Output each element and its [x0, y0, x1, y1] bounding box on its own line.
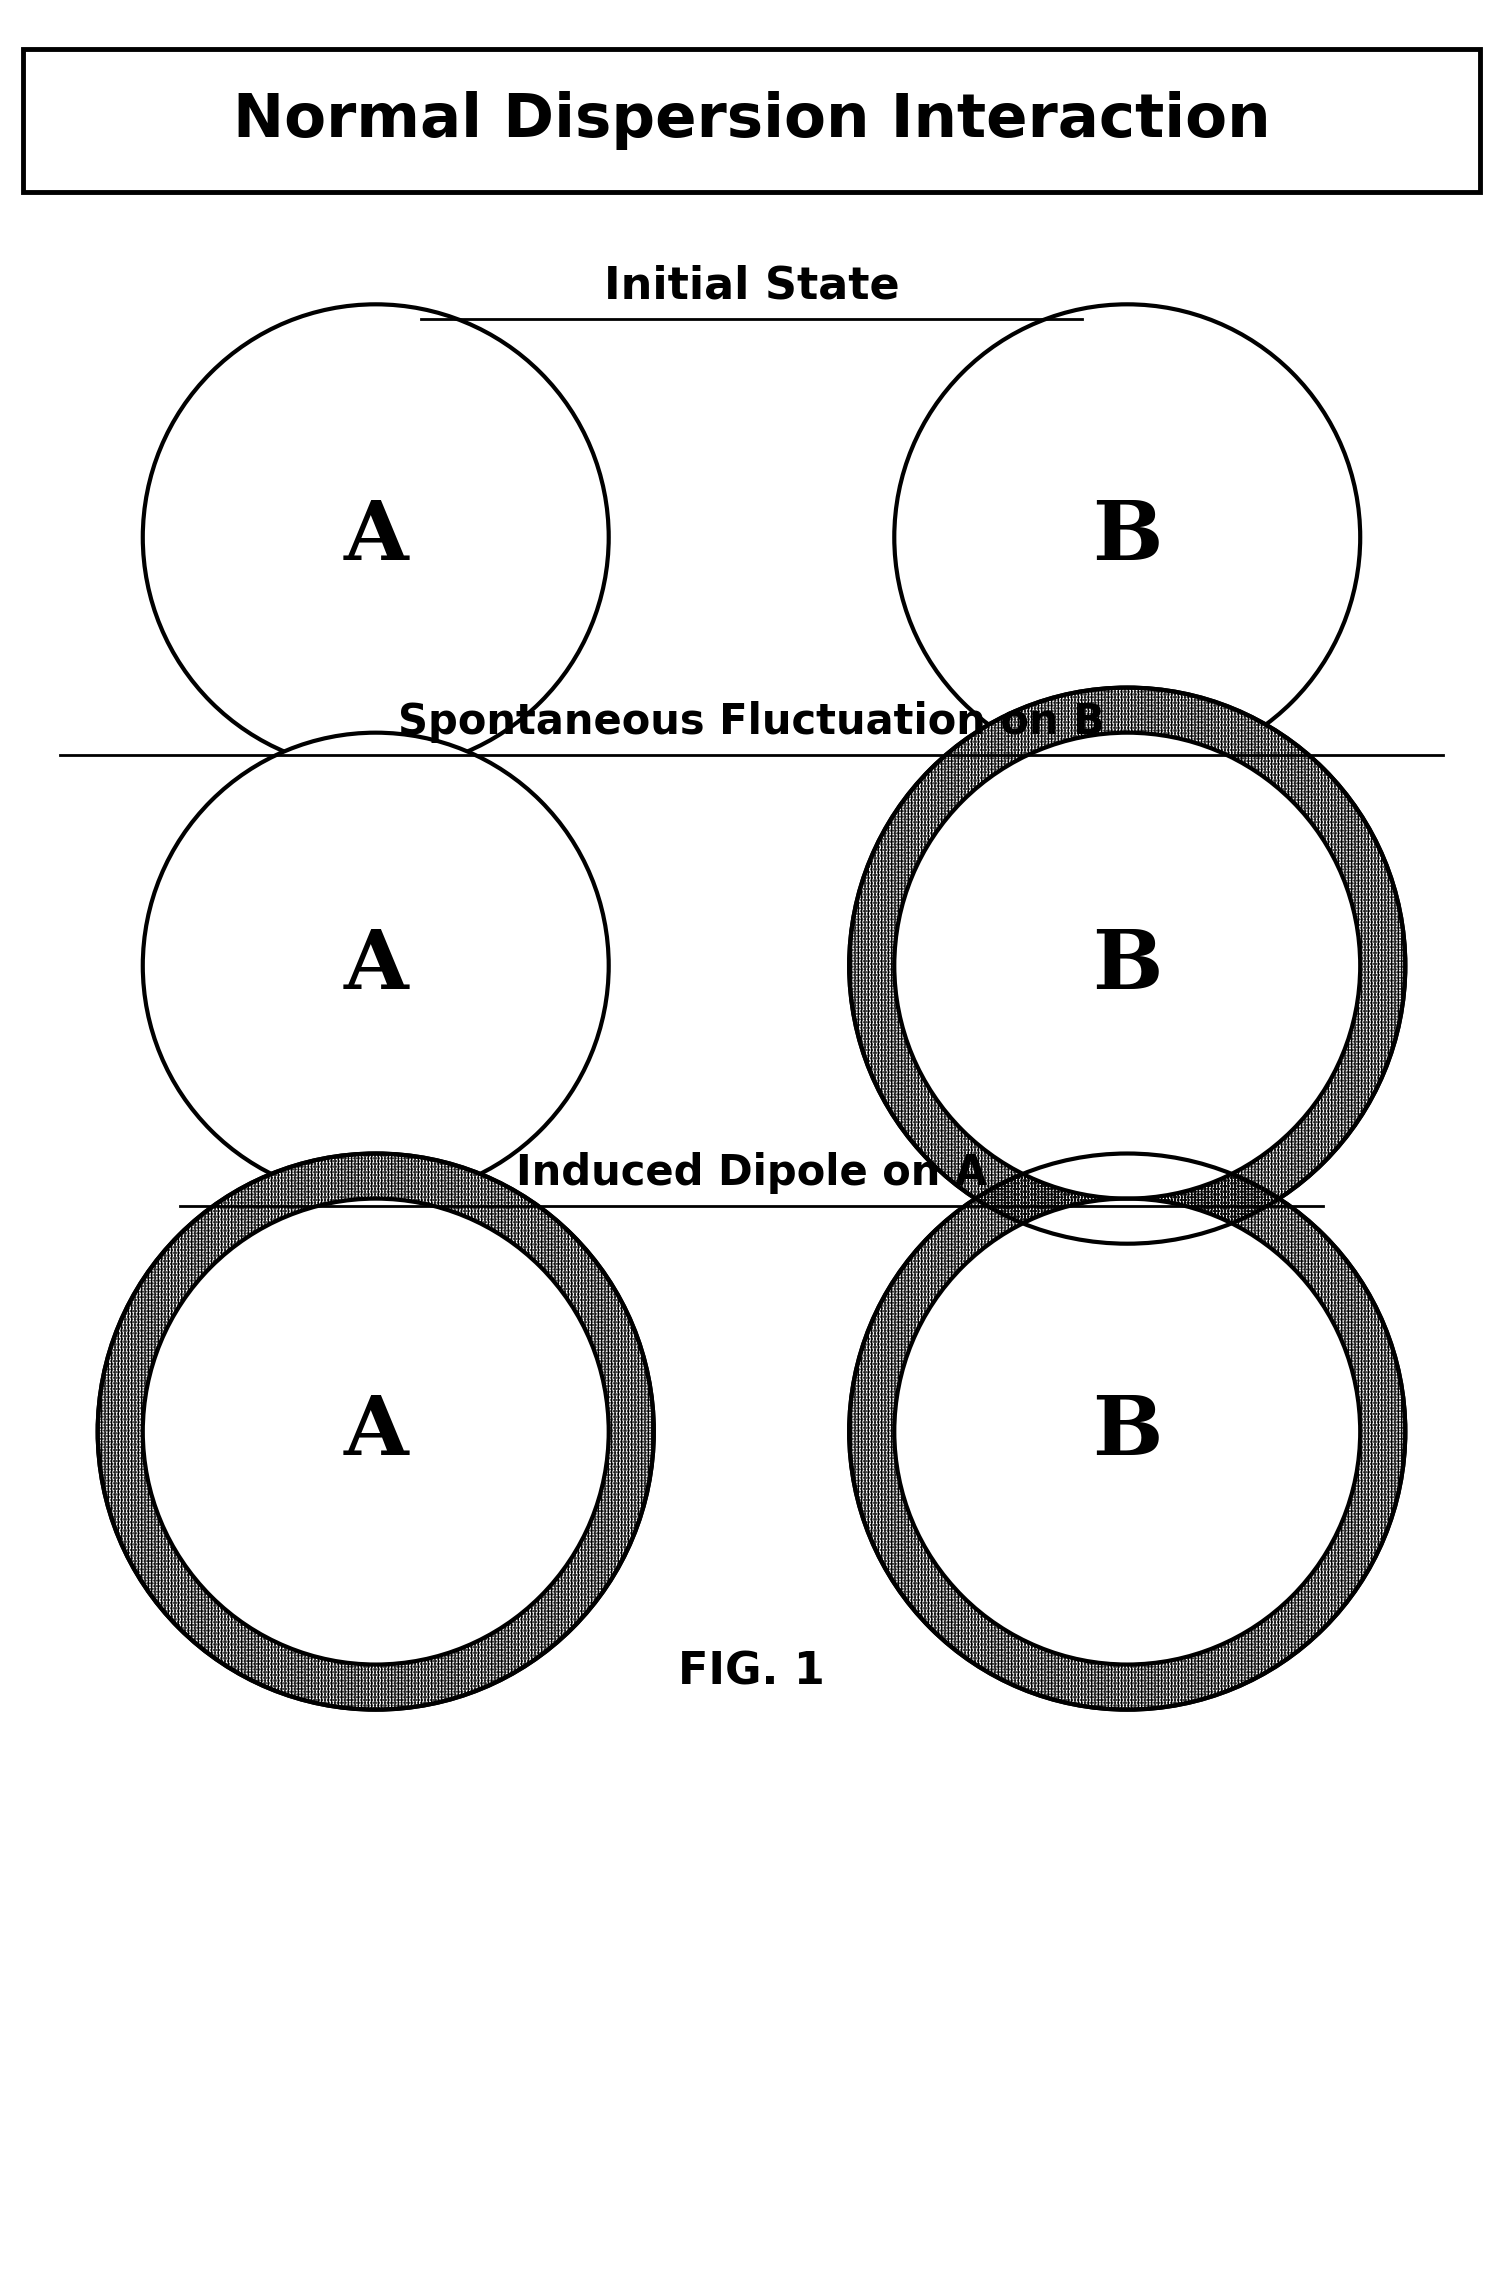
Ellipse shape [894, 733, 1360, 1199]
Text: Spontaneous Fluctuation on B: Spontaneous Fluctuation on B [398, 701, 1105, 743]
Ellipse shape [143, 1199, 609, 1664]
Ellipse shape [894, 1199, 1360, 1664]
Text: A: A [343, 497, 409, 578]
Text: B: B [1093, 497, 1162, 578]
Text: A: A [343, 926, 409, 1006]
Ellipse shape [143, 733, 609, 1199]
Ellipse shape [849, 1153, 1405, 1710]
Text: B: B [1093, 926, 1162, 1006]
Ellipse shape [894, 305, 1360, 770]
FancyBboxPatch shape [23, 48, 1480, 193]
Text: Initial State: Initial State [604, 266, 899, 307]
Ellipse shape [849, 688, 1405, 1245]
Ellipse shape [98, 1153, 654, 1710]
Text: Induced Dipole on A: Induced Dipole on A [516, 1153, 987, 1194]
Text: A: A [343, 1391, 409, 1471]
Text: Normal Dispersion Interaction: Normal Dispersion Interaction [233, 92, 1270, 151]
Ellipse shape [143, 305, 609, 770]
Text: FIG. 1: FIG. 1 [678, 1650, 825, 1694]
Text: B: B [1093, 1391, 1162, 1471]
